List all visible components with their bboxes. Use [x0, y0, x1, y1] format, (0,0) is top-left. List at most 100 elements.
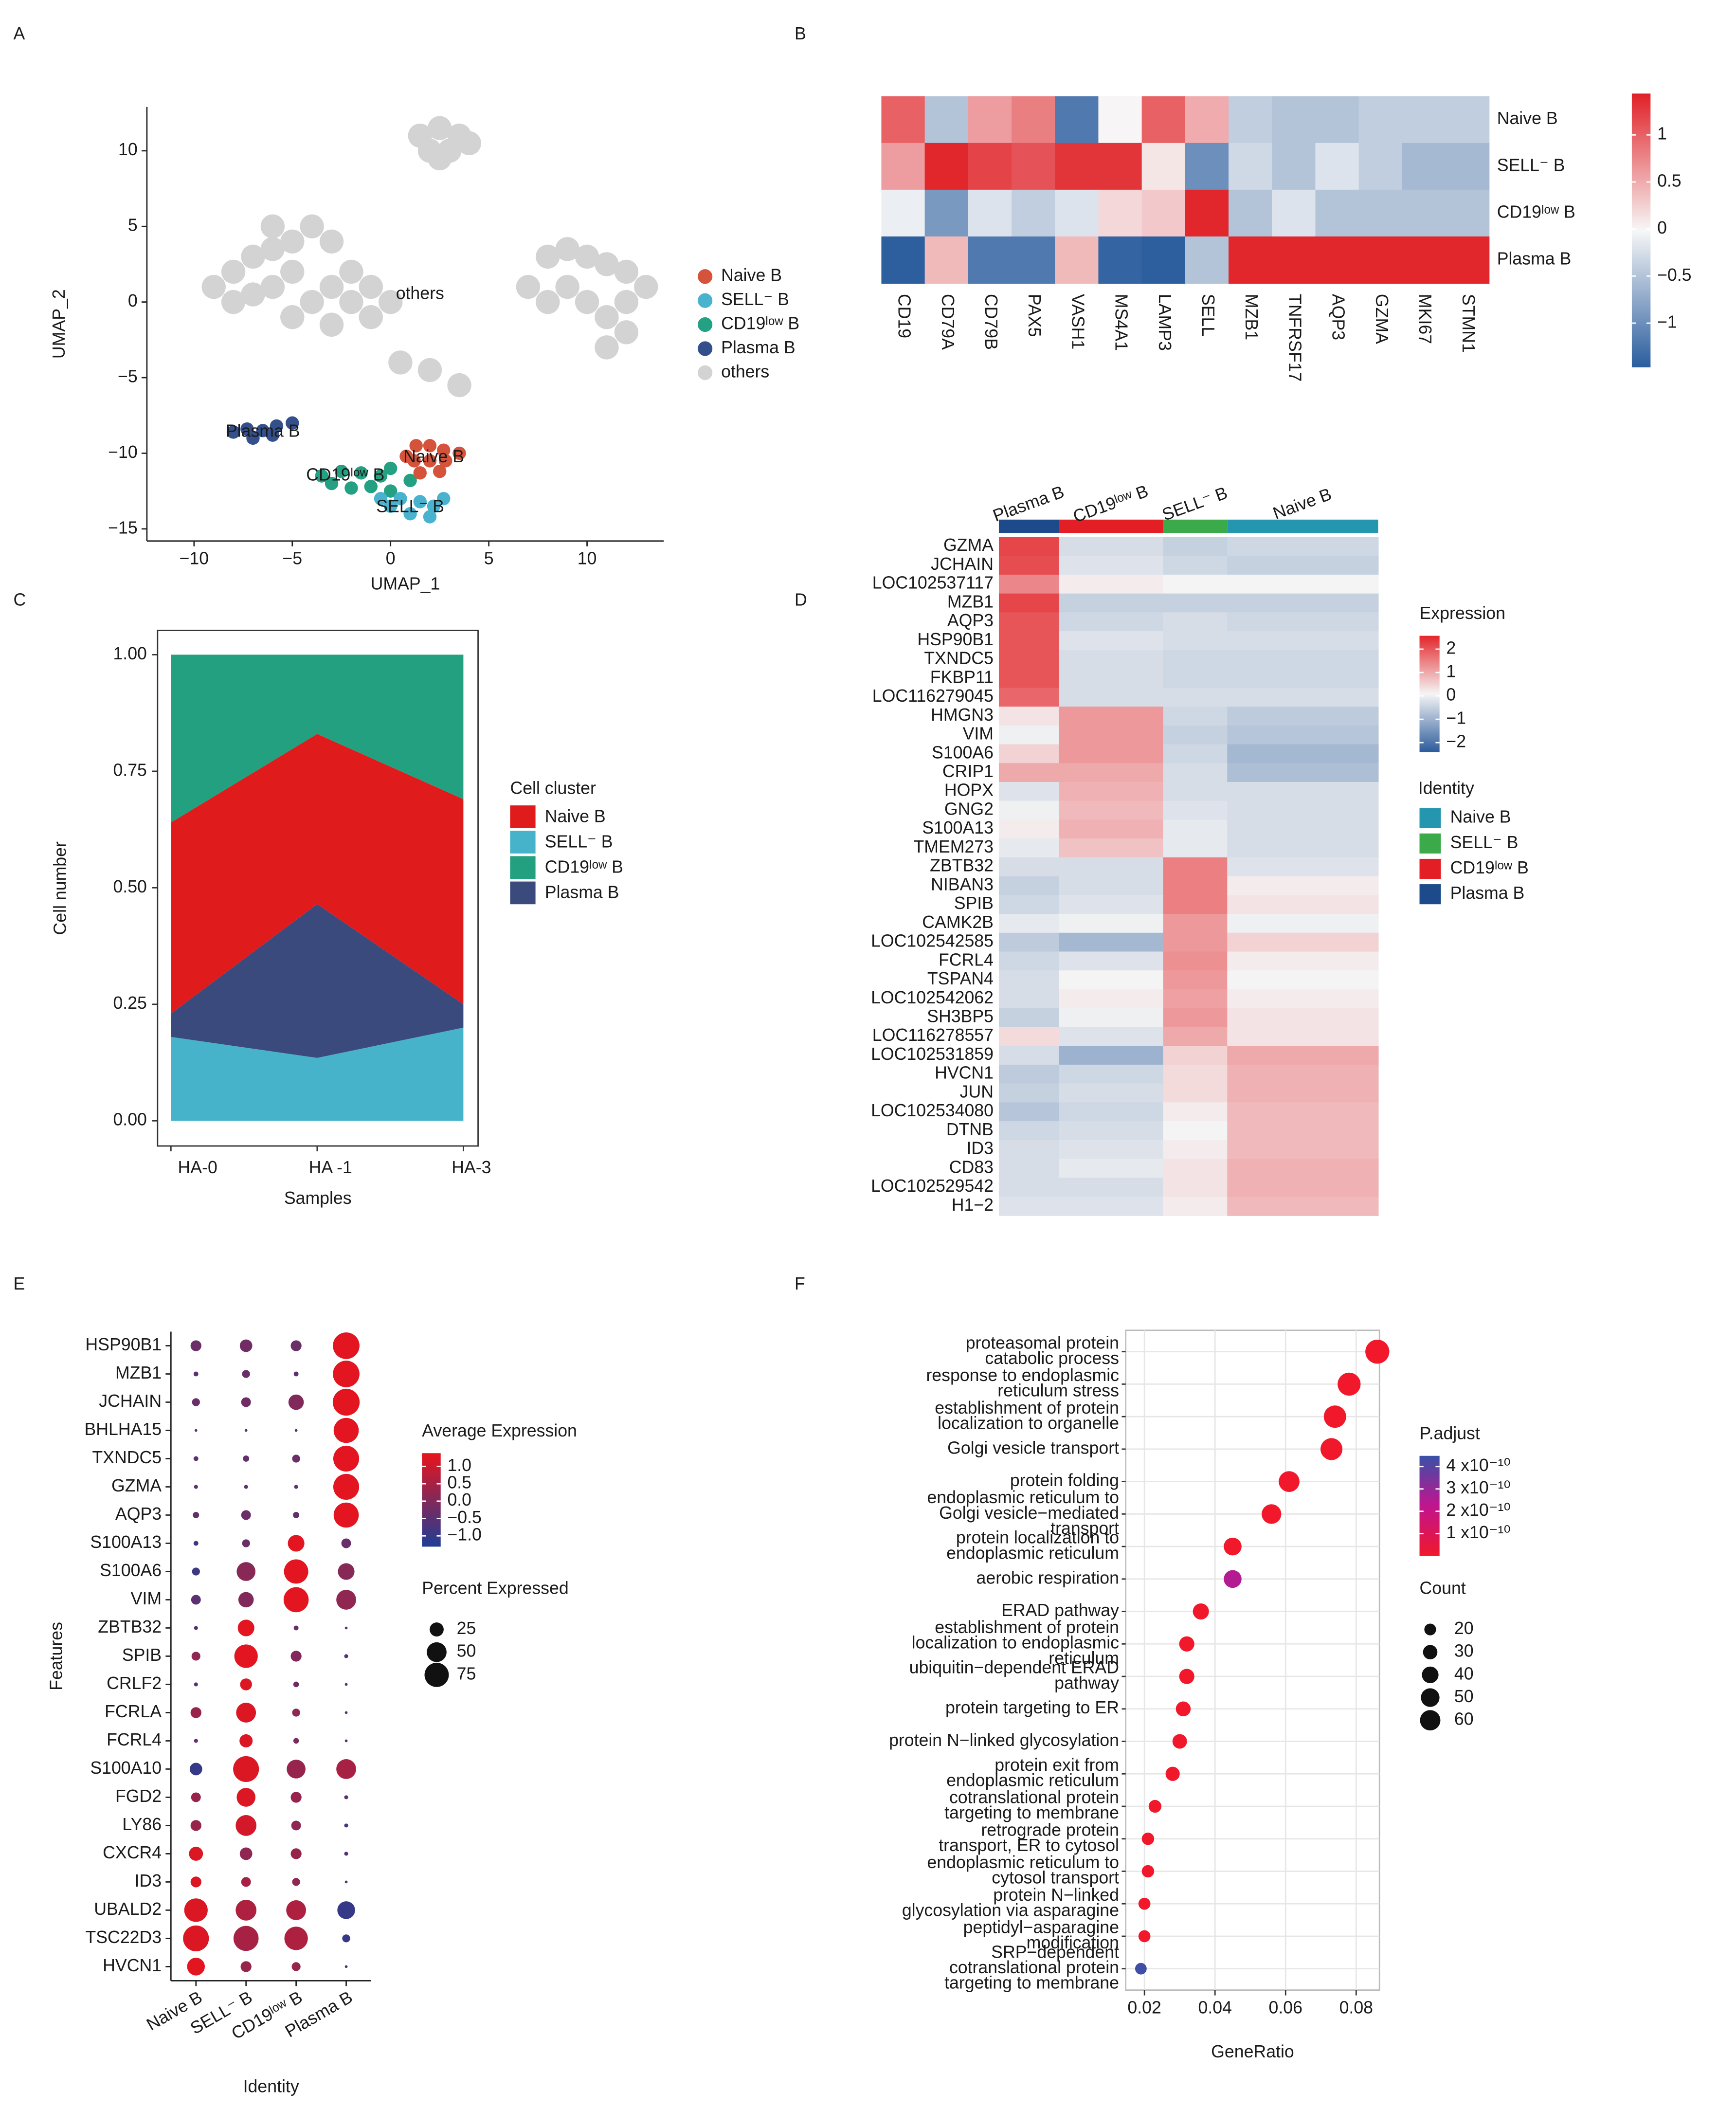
legend-label: CD19ˡᵒʷ B [721, 313, 799, 333]
column-group-bar [1059, 519, 1163, 533]
y-tick-label: ubiquitin−dependent ERAD [909, 1658, 1119, 1677]
dot [191, 1595, 201, 1605]
y-tick-label: S100A6 [100, 1561, 162, 1580]
heatmap-cell [998, 1178, 1060, 1198]
size-legend-label: 50 [457, 1641, 476, 1661]
y-tick-label: −5 [118, 366, 138, 386]
y-tick-label: reticulum [1049, 1648, 1119, 1668]
heatmap-cell [1059, 688, 1164, 708]
column-label: LAMP3 [1155, 294, 1175, 351]
dot [190, 1876, 201, 1888]
y-tick-label: ID3 [135, 1871, 162, 1891]
size-legend-dot [1422, 1666, 1439, 1683]
y-tick-label: ERAD pathway [1001, 1600, 1119, 1620]
colorbar-tick-label: −2 [1446, 732, 1466, 751]
heatmap-cell [1227, 669, 1379, 689]
heatmap-cell [1163, 1064, 1228, 1084]
point [221, 290, 246, 314]
point [437, 491, 451, 506]
heatmap-cell [1012, 143, 1056, 190]
legend-swatch [1419, 808, 1441, 828]
point [241, 282, 265, 307]
column-label: Plasma B [990, 482, 1067, 526]
annotation: CD19ˡᵒʷ B [306, 465, 384, 484]
dot [333, 1445, 360, 1472]
y-tick-label: S100A13 [90, 1532, 162, 1552]
row-label: LOC102542585 [871, 931, 994, 951]
dot [193, 1456, 199, 1461]
colorbar [1419, 636, 1440, 752]
dot [288, 1535, 305, 1552]
row-label: H1−2 [952, 1195, 994, 1215]
legend-label: CD19ˡᵒʷ B [545, 857, 623, 877]
dot [344, 1683, 348, 1686]
point [260, 274, 285, 299]
heatmap-cell [1229, 189, 1273, 237]
point [315, 469, 329, 483]
size-legend-dot [424, 1662, 449, 1687]
dot [234, 1644, 258, 1668]
heatmap-cell [1163, 1178, 1228, 1198]
heatmap-cell [1227, 1102, 1379, 1122]
y-tick-label: SRP−dependent [991, 1943, 1119, 1962]
x-tick-label: −5 [282, 549, 302, 568]
colorbar-tick-label: 0 [1657, 218, 1667, 237]
heatmap-cell [1227, 895, 1379, 915]
heatmap-cell [1358, 143, 1403, 190]
colorbar-tick-label: 0 [1446, 685, 1456, 704]
heatmap-cell [1163, 1046, 1228, 1065]
point [286, 416, 299, 430]
dot [1141, 1865, 1155, 1878]
heatmap-cell [998, 744, 1060, 764]
y-tick-label: endoplasmic reticulum to [927, 1853, 1119, 1872]
point [201, 274, 226, 299]
point [374, 491, 388, 506]
dot [293, 1625, 299, 1631]
point [427, 116, 452, 140]
heatmap-cell [1012, 236, 1056, 284]
x-tick-label: 10 [578, 549, 597, 568]
heatmap-cell [1227, 537, 1379, 557]
point [359, 274, 383, 299]
dot [293, 1738, 299, 1744]
heatmap-cell [998, 1121, 1060, 1141]
legend-label: SELL⁻ B [1450, 833, 1519, 852]
row-label: S100A13 [922, 818, 994, 837]
dot [290, 1792, 302, 1803]
row-label: CAMK2B [922, 912, 994, 932]
y-tick-label: establishment of protein [935, 1398, 1119, 1418]
colorbar-tick-label: 1 [1446, 661, 1456, 681]
dot [293, 1512, 300, 1518]
dot [242, 1539, 250, 1547]
heatmap-cell [1098, 96, 1142, 144]
y-tick-label: FCRL4 [107, 1730, 162, 1749]
heatmap-cell [1055, 96, 1099, 144]
y-tick-label: JCHAIN [99, 1391, 162, 1411]
row-label: CRIP1 [942, 762, 994, 781]
heatmap-cell [1059, 857, 1164, 877]
y-tick-label: 0.50 [113, 877, 146, 896]
heatmap-cell [1446, 189, 1490, 237]
heatmap-cell [1163, 857, 1228, 877]
dot [1179, 1636, 1194, 1652]
heatmap-cell [1358, 236, 1403, 284]
point [536, 290, 560, 314]
column-group-bar [1227, 519, 1378, 533]
heatmap-cell [1227, 725, 1379, 745]
dot [192, 1398, 200, 1406]
heatmap-cell [998, 857, 1060, 877]
size-legend-label: 75 [457, 1664, 476, 1683]
point [409, 439, 423, 453]
heatmap-cell [1227, 556, 1379, 576]
heatmap-cell [1272, 236, 1316, 284]
x-tick-label: 0 [386, 549, 396, 568]
row-label: GZMA [943, 535, 994, 555]
point [383, 484, 398, 498]
heatmap-cell [1163, 1140, 1228, 1160]
heatmap-cell [1163, 763, 1228, 783]
dot [333, 1473, 360, 1500]
y-tick-label: pathway [1054, 1673, 1119, 1692]
heatmap-cell [1059, 1064, 1164, 1084]
y-tick-label: endoplasmic reticulum [946, 1770, 1119, 1790]
dot [290, 1340, 302, 1351]
